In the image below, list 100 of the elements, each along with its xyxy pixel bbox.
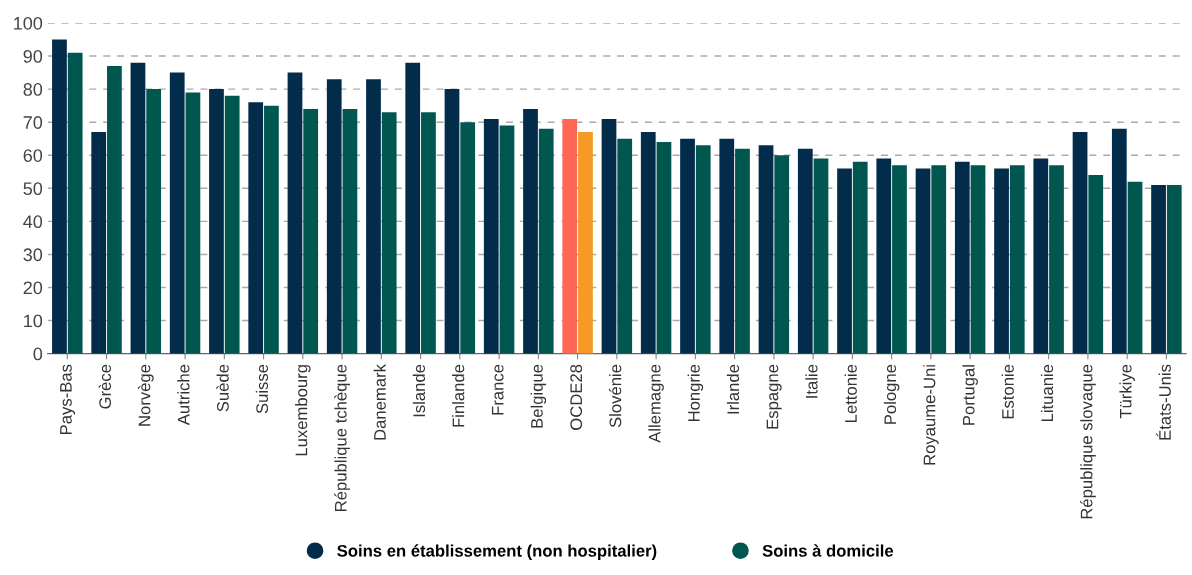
bar <box>1111 128 1127 354</box>
bar <box>695 145 711 354</box>
bar <box>326 79 342 354</box>
x-tick-label: Islande <box>412 364 426 417</box>
bar <box>876 158 892 354</box>
bar <box>1049 165 1064 354</box>
x-tick-label: Belgique <box>530 364 547 428</box>
bar <box>852 161 868 354</box>
bar <box>774 155 790 354</box>
x-tick-label: Suède <box>216 364 229 412</box>
bar <box>91 132 107 354</box>
x-tick-label: Danemark <box>373 364 386 440</box>
x-tick-label: Lituanie <box>1040 364 1054 422</box>
bar <box>1151 185 1166 354</box>
y-tick-label: 20 <box>23 281 43 295</box>
bar <box>1033 158 1049 354</box>
bar <box>617 138 633 354</box>
bar <box>146 89 162 354</box>
x-tick-label: Suisse <box>255 364 269 414</box>
y-tick-label: 40 <box>23 215 43 229</box>
bar <box>931 165 947 354</box>
x-tick-label: Hongrie <box>687 364 704 422</box>
bar <box>680 138 695 354</box>
bar <box>1127 181 1143 354</box>
bar <box>209 89 224 354</box>
bar <box>797 148 813 354</box>
x-tick-label: Slovénie <box>608 364 622 428</box>
y-tick-label: 10 <box>24 314 43 328</box>
bar <box>169 72 185 354</box>
x-tick-label: Italie <box>805 364 818 398</box>
bar <box>444 89 460 354</box>
bar <box>915 168 931 354</box>
x-tick-label: Türkiye <box>1119 364 1135 419</box>
bar <box>342 108 358 354</box>
x-tick-label: Allemagne <box>648 364 664 443</box>
bar <box>758 145 774 354</box>
bar <box>601 118 617 354</box>
legend-label: Soins à domicile <box>762 544 894 557</box>
y-tick-label: 70 <box>23 116 43 129</box>
bar <box>366 79 381 354</box>
bar <box>483 118 499 354</box>
y-tick-label: 80 <box>23 83 43 96</box>
bar <box>578 132 593 354</box>
y-tick-label: 0 <box>33 347 43 361</box>
x-tick-label: Finlande <box>452 364 465 427</box>
y-tick-label: 30 <box>23 248 43 262</box>
bar <box>303 108 319 354</box>
x-tick-label: Luxembourg <box>295 365 311 456</box>
bar <box>719 138 735 354</box>
x-tick-label: France <box>491 364 504 415</box>
x-tick-label: Royaume-Uni <box>923 365 939 465</box>
bar <box>67 52 83 354</box>
x-tick-label: Irlande <box>726 364 740 414</box>
bar <box>1088 175 1104 354</box>
bar <box>735 148 750 354</box>
x-tick-label: République tchèque <box>334 364 350 511</box>
x-tick-label: Portugal <box>962 365 978 425</box>
y-tick-label: 60 <box>23 149 43 162</box>
bar <box>264 105 279 354</box>
x-tick-label: Grèce <box>98 364 112 409</box>
legend-label: Soins en établissement (non hospitalier) <box>337 544 657 560</box>
bar <box>656 142 672 354</box>
x-tick-label: Pays-Bas <box>60 364 76 434</box>
bar <box>130 62 146 354</box>
bar <box>499 125 515 354</box>
bar <box>248 102 264 354</box>
x-tick-label: Estonie <box>1001 364 1014 419</box>
bar <box>460 122 476 354</box>
bar <box>813 158 829 354</box>
y-tick-label: 50 <box>23 182 43 196</box>
bar <box>994 168 1009 354</box>
bar <box>287 72 303 354</box>
bar <box>421 112 436 354</box>
x-tick-label: États-Unis <box>1156 364 1171 440</box>
x-tick-label: République slovaque <box>1080 364 1096 519</box>
bar <box>538 128 554 354</box>
x-tick-label: Autriche <box>177 364 190 426</box>
x-tick-label: Espagne <box>766 364 782 429</box>
bar <box>892 165 907 354</box>
bar <box>107 65 122 354</box>
bar <box>1009 165 1025 354</box>
bar <box>381 112 397 354</box>
bar <box>640 132 656 354</box>
x-tick-label: Norvège <box>137 364 154 426</box>
bar <box>1072 132 1088 354</box>
x-tick-label: Pologne <box>883 364 900 424</box>
bar <box>954 161 970 354</box>
bar <box>185 92 201 354</box>
bar <box>52 39 67 354</box>
bar <box>405 62 421 354</box>
y-tick-label: 100 <box>14 16 43 30</box>
x-tick-label: OCDE28 <box>570 364 583 430</box>
bar <box>970 165 986 354</box>
bar <box>1166 185 1182 354</box>
bar <box>562 118 578 354</box>
bar <box>523 108 538 354</box>
bar <box>224 95 240 354</box>
y-tick-label: 90 <box>23 50 43 63</box>
x-tick-label: Lettonie <box>844 364 857 422</box>
bar <box>837 168 852 354</box>
